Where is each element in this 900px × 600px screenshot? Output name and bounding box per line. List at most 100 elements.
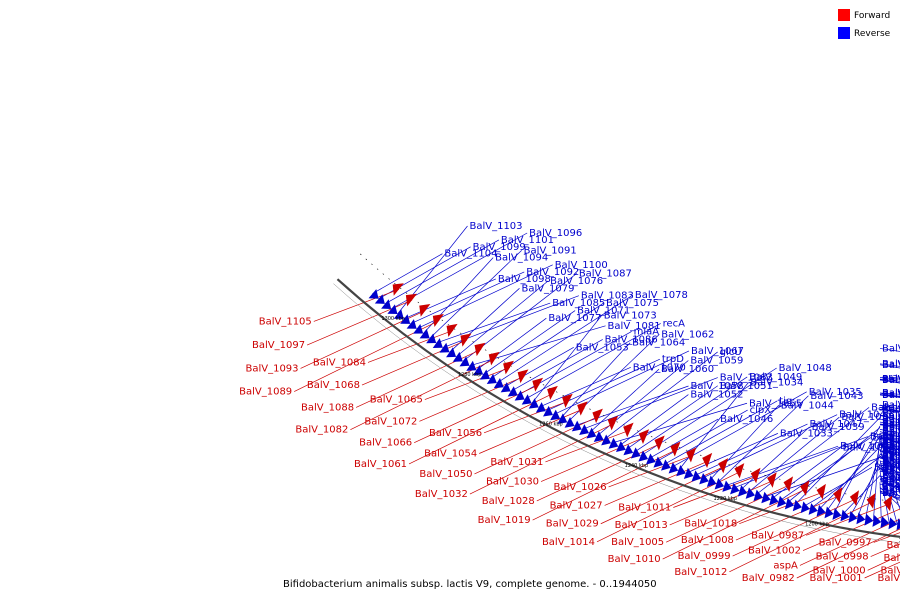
gene-label-rpsa: rpsA — [882, 439, 900, 450]
gene-label-balv-1025: BalV_1025 — [882, 449, 900, 460]
leader-line — [313, 289, 399, 322]
gene-label-balv-1030: BalV_1030 — [486, 477, 539, 488]
reverse-gene-arrow — [808, 503, 818, 515]
gene-label-tig: tig — [779, 396, 792, 407]
gene-label-balv-1056: BalV_1056 — [429, 428, 482, 439]
forward-gene-arrow — [623, 422, 634, 438]
gene-label-balv-0902: BalV_0902 — [882, 432, 900, 443]
gene-label-balv-0885: BalV_0885 — [882, 360, 900, 371]
reverse-gene-arrow — [413, 323, 424, 334]
reverse-gene-arrow — [446, 347, 457, 358]
leader-line — [633, 376, 748, 454]
gene-label-balv-1010: BalV_1010 — [608, 554, 661, 565]
forward-gene-arrow — [654, 435, 665, 451]
reverse-gene-arrow — [722, 480, 732, 492]
leader-line — [479, 408, 585, 454]
gene-label-balv-1105: BalV_1105 — [259, 316, 312, 327]
backbone-arc — [333, 283, 900, 544]
leader-line — [655, 409, 748, 463]
gene-label-balv-1063: BalV_1063 — [720, 373, 773, 384]
leader-line — [552, 350, 690, 416]
gene-label-balv-0979: BalV_0979 — [882, 433, 900, 444]
forward-gene-arrow — [883, 495, 893, 512]
forward-gene-arrow — [800, 480, 810, 496]
forward-gene-arrow — [432, 314, 444, 327]
reverse-gene-arrow — [784, 497, 795, 510]
gene-label-balv-1018: BalV_1018 — [684, 519, 737, 530]
gene-label-balv-1046: BalV_1046 — [720, 414, 773, 425]
leader-line — [503, 346, 574, 388]
reverse-gene-arrow — [419, 328, 430, 339]
gene-label-balv-1009: BalV_1009 — [882, 439, 900, 450]
gene-label-balv-1083: BalV_1083 — [581, 291, 634, 302]
gene-label-balv-0962: BalV_0962 — [882, 476, 900, 487]
gene-label-balv-0917: BalV_0917 — [882, 457, 900, 468]
legend-reverse-label: Reverse — [854, 29, 891, 39]
gene-label-balv-1067: BalV_1067 — [691, 346, 744, 357]
leader-line — [879, 464, 900, 488]
gene-label-balv-1101: BalV_1101 — [501, 235, 554, 246]
legend-reverse-swatch — [838, 27, 850, 39]
leader-line — [685, 433, 779, 474]
forward-gene-arrow — [446, 323, 458, 337]
gene-label-balv-0883: BalV_0883 — [882, 389, 900, 400]
leader-line — [864, 561, 900, 579]
gene-label-balv-1041: BalV_1041 — [870, 432, 900, 443]
gene-label-balv-1008: BalV_1008 — [681, 535, 734, 546]
reverse-gene-arrow — [479, 369, 490, 380]
reverse-gene-arrow — [466, 360, 477, 371]
gene-label-balv-1054: BalV_1054 — [424, 448, 477, 459]
leader-line — [870, 543, 900, 557]
gene-label-balv-0965: BalV_0965 — [882, 439, 900, 450]
gene-label-balv-0880: BalV_0880 — [882, 359, 900, 370]
reverse-gene-arrow — [387, 304, 398, 314]
reverse-gene-arrow — [730, 482, 740, 495]
gene-label-balv-0907: BalV_0907 — [882, 414, 900, 425]
legend-forward-swatch — [838, 9, 850, 21]
kbp-tick-label: 1200 kbp — [805, 521, 829, 527]
gene-label-balv-1014: BalV_1014 — [542, 537, 595, 548]
forward-gene-arrow — [592, 408, 603, 424]
reverse-gene-arrow — [507, 386, 518, 397]
gene-label-balv-1071: BalV_1071 — [577, 306, 630, 317]
gene-label-balv-1023: BalV_1023 — [843, 443, 896, 454]
forward-gene-arrow — [562, 393, 573, 408]
gene-label-balv-1047: BalV_1047 — [809, 419, 862, 430]
gene-label-balv-1097: BalV_1097 — [252, 340, 305, 351]
gene-label-balv-0948: BalV_0948 — [882, 474, 900, 485]
gene-label-balv-1022: BalV_1022 — [872, 433, 900, 444]
leader-line — [716, 395, 809, 485]
gene-label-balv-0988: BalV_0988 — [882, 474, 900, 485]
reverse-gene-arrow — [439, 342, 450, 353]
reverse-gene-arrow — [691, 470, 702, 482]
gene-label-balv-0939: BalV_0939 — [882, 446, 900, 457]
reverse-gene-arrow — [840, 509, 850, 522]
gene-label-balv-1068: BalV_1068 — [307, 380, 360, 391]
forward-gene-arrow — [532, 377, 544, 392]
gene-label-glcu: glcU — [720, 347, 742, 358]
genome-caption: Bifidobacterium animalis subsp. lactis V… — [283, 579, 657, 590]
gene-label-balv-1007: BalV_1007 — [882, 431, 900, 442]
gene-label-balv-1099: BalV_1099 — [473, 242, 526, 253]
reverse-gene-arrow — [676, 465, 686, 477]
gene-label-balv-1032: BalV_1032 — [415, 489, 468, 500]
reverse-gene-arrow — [535, 402, 546, 413]
gene-label-balv-1103: BalV_1103 — [469, 221, 522, 232]
forward-gene-arrow — [503, 360, 514, 375]
leader-line — [449, 288, 520, 353]
forward-gene-arrow — [488, 351, 500, 366]
kbp-tick-label: 1240 kbp — [625, 463, 649, 469]
reverse-gene-arrow — [800, 501, 810, 514]
forward-gene-arrow — [670, 441, 681, 457]
gene-label-balv-0950: BalV_0950 — [882, 436, 900, 447]
leader-line — [793, 417, 881, 506]
gene-label-era: era — [882, 372, 898, 383]
leader-line — [536, 442, 662, 502]
gene-label-balv-0916: BalV_0916 — [882, 443, 900, 454]
gene-label-balv-1053: BalV_1053 — [576, 342, 629, 353]
reverse-gene-arrow — [792, 499, 802, 512]
gene-label-balv-1003: BalV_1003 — [882, 460, 900, 471]
gene-label-balv-0957: BalV_0957 — [882, 449, 900, 460]
gene-label-balv-0980: BalV_0980 — [881, 566, 900, 577]
kbp-tick-label: 1180 kbp — [899, 538, 900, 544]
